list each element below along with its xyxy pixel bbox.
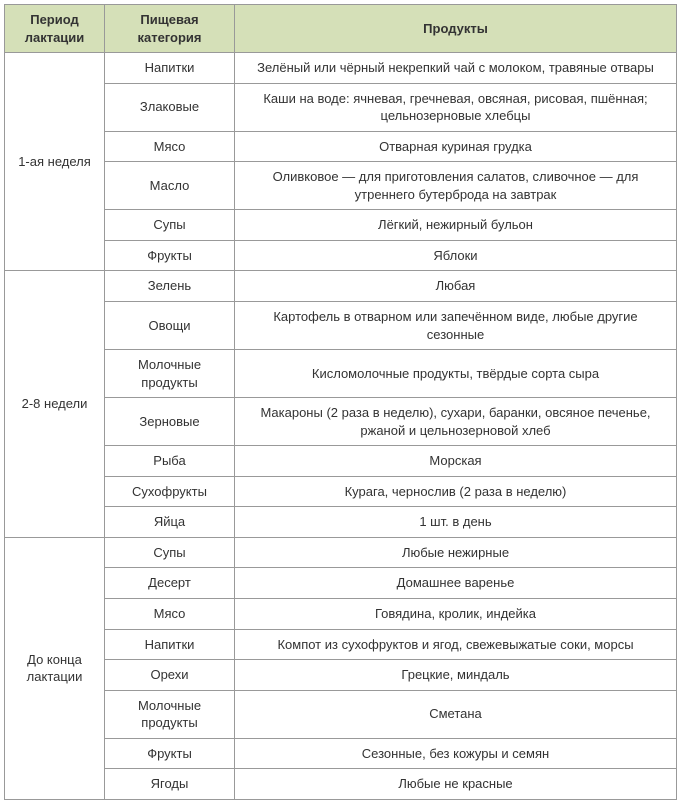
table-row: Сухофрукты Курага, чернослив (2 раза в н… [5, 476, 677, 507]
table-row: Десерт Домашнее варенье [5, 568, 677, 599]
period-cell: До конца лактации [5, 537, 105, 799]
lactation-diet-table: Период лактации Пищевая категория Продук… [4, 4, 677, 800]
category-cell: Молочные продукты [105, 350, 235, 398]
category-cell: Зелень [105, 271, 235, 302]
products-cell: Любая [235, 271, 677, 302]
products-cell: 1 шт. в день [235, 507, 677, 538]
products-cell: Оливковое — для приготовления салатов, с… [235, 162, 677, 210]
table-row: Напитки Компот из сухофруктов и ягод, св… [5, 629, 677, 660]
category-cell: Ягоды [105, 769, 235, 800]
products-cell: Любые нежирные [235, 537, 677, 568]
table-row: Злаковые Каши на воде: ячневая, гречнева… [5, 83, 677, 131]
category-cell: Десерт [105, 568, 235, 599]
category-cell: Напитки [105, 629, 235, 660]
table-row: Молочные продукты Сметана [5, 690, 677, 738]
table-row: Орехи Грецкие, миндаль [5, 660, 677, 691]
table-row: Фрукты Яблоки [5, 240, 677, 271]
category-cell: Злаковые [105, 83, 235, 131]
products-cell: Курага, чернослив (2 раза в неделю) [235, 476, 677, 507]
products-cell: Сметана [235, 690, 677, 738]
category-cell: Овощи [105, 302, 235, 350]
table-row: Рыба Морская [5, 446, 677, 477]
table-row: Овощи Картофель в отварном или запечённо… [5, 302, 677, 350]
category-cell: Молочные продукты [105, 690, 235, 738]
category-cell: Супы [105, 537, 235, 568]
category-cell: Орехи [105, 660, 235, 691]
col-period: Период лактации [5, 5, 105, 53]
products-cell: Отварная куриная грудка [235, 131, 677, 162]
header-row: Период лактации Пищевая категория Продук… [5, 5, 677, 53]
category-cell: Супы [105, 210, 235, 241]
table-row: Мясо Отварная куриная грудка [5, 131, 677, 162]
category-cell: Рыба [105, 446, 235, 477]
category-cell: Напитки [105, 53, 235, 84]
period-cell: 1-ая неделя [5, 53, 105, 271]
category-cell: Яйца [105, 507, 235, 538]
products-cell: Говядина, кролик, индейка [235, 599, 677, 630]
products-cell: Сезонные, без кожуры и семян [235, 738, 677, 769]
table-row: До конца лактации Супы Любые нежирные [5, 537, 677, 568]
products-cell: Каши на воде: ячневая, гречневая, овсяна… [235, 83, 677, 131]
col-products: Продукты [235, 5, 677, 53]
col-category: Пищевая категория [105, 5, 235, 53]
products-cell: Компот из сухофруктов и ягод, свежевыжат… [235, 629, 677, 660]
table-row: Ягоды Любые не красные [5, 769, 677, 800]
products-cell: Макароны (2 раза в неделю), сухари, бара… [235, 398, 677, 446]
category-cell: Мясо [105, 131, 235, 162]
table-row: Супы Лёгкий, нежирный бульон [5, 210, 677, 241]
products-cell: Кисломолочные продукты, твёрдые сорта сы… [235, 350, 677, 398]
period-cell: 2-8 недели [5, 271, 105, 537]
table-row: Фрукты Сезонные, без кожуры и семян [5, 738, 677, 769]
table-row: 2-8 недели Зелень Любая [5, 271, 677, 302]
products-cell: Картофель в отварном или запечённом виде… [235, 302, 677, 350]
category-cell: Сухофрукты [105, 476, 235, 507]
category-cell: Мясо [105, 599, 235, 630]
category-cell: Зерновые [105, 398, 235, 446]
products-cell: Любые не красные [235, 769, 677, 800]
products-cell: Морская [235, 446, 677, 477]
products-cell: Лёгкий, нежирный бульон [235, 210, 677, 241]
category-cell: Фрукты [105, 738, 235, 769]
category-cell: Масло [105, 162, 235, 210]
table-row: Зерновые Макароны (2 раза в неделю), сух… [5, 398, 677, 446]
products-cell: Яблоки [235, 240, 677, 271]
table-row: 1-ая неделя Напитки Зелёный или чёрный н… [5, 53, 677, 84]
products-cell: Домашнее варенье [235, 568, 677, 599]
category-cell: Фрукты [105, 240, 235, 271]
products-cell: Грецкие, миндаль [235, 660, 677, 691]
table-body: 1-ая неделя Напитки Зелёный или чёрный н… [5, 53, 677, 800]
table-row: Яйца 1 шт. в день [5, 507, 677, 538]
table-row: Молочные продукты Кисломолочные продукты… [5, 350, 677, 398]
table-row: Масло Оливковое — для приготовления сала… [5, 162, 677, 210]
products-cell: Зелёный или чёрный некрепкий чай с молок… [235, 53, 677, 84]
table-row: Мясо Говядина, кролик, индейка [5, 599, 677, 630]
